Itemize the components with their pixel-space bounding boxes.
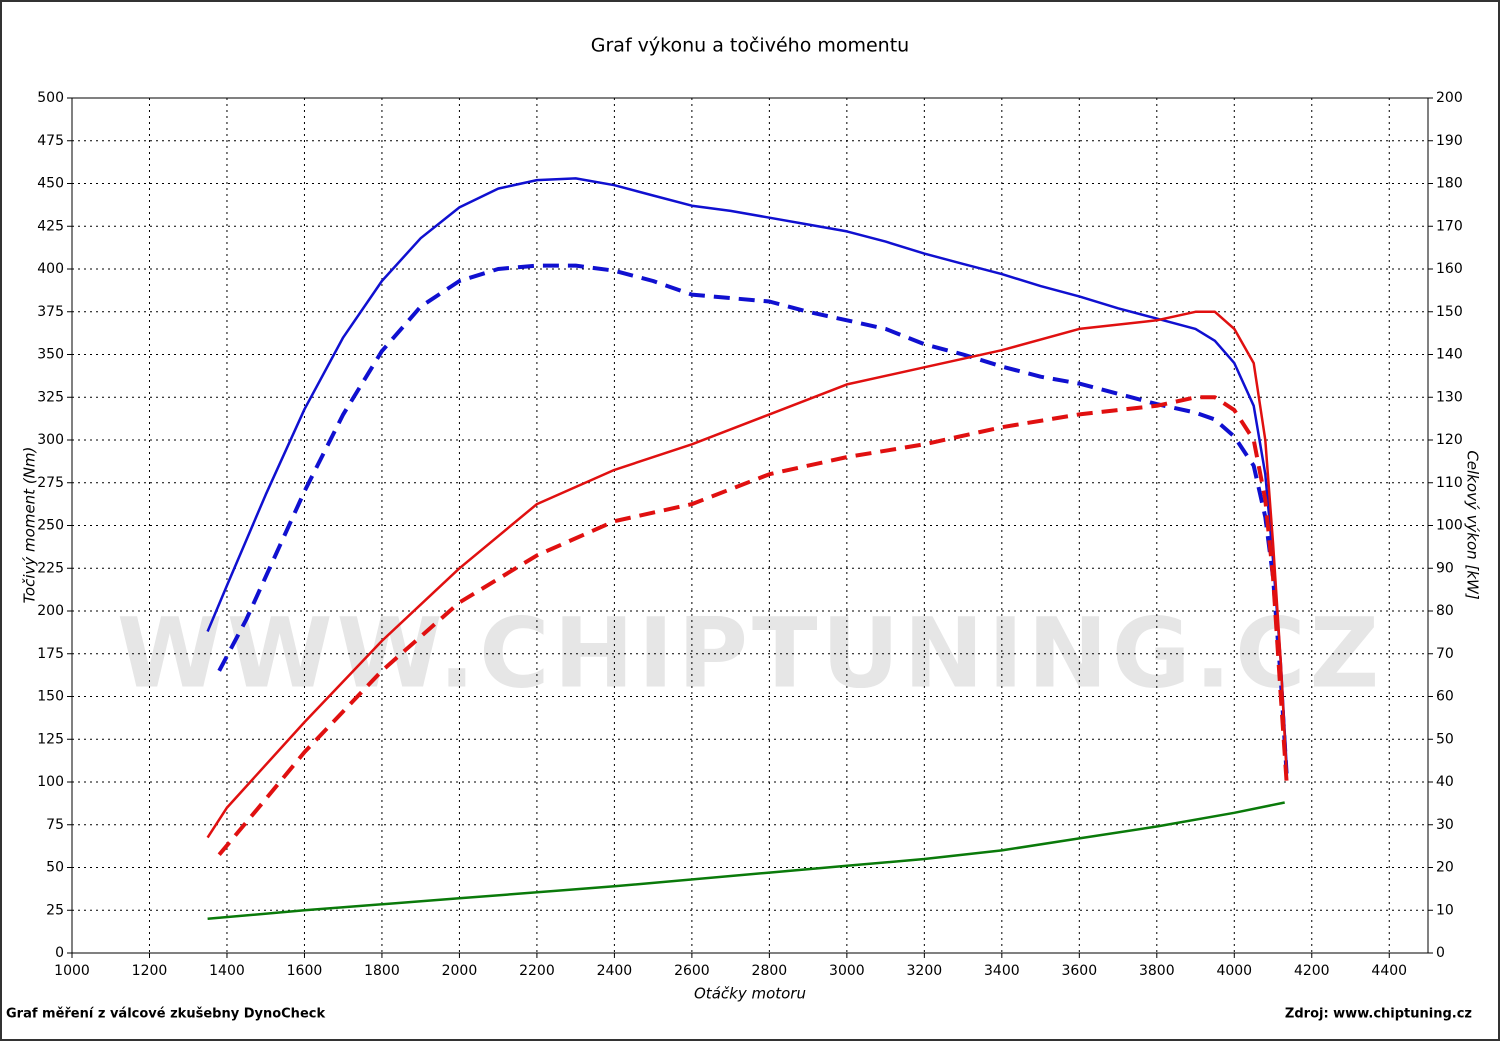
y-tick-label: 100 bbox=[37, 774, 64, 790]
y-tick-label: 0 bbox=[55, 945, 64, 961]
y2-tick-label: 50 bbox=[1436, 731, 1454, 747]
y-axis-label: Točivý moment (Nm) bbox=[21, 447, 39, 604]
y2-tick-label: 190 bbox=[1436, 133, 1463, 149]
y2-tick-label: 20 bbox=[1436, 860, 1454, 876]
x-tick-label: 4400 bbox=[1371, 963, 1407, 979]
data-line bbox=[217, 395, 1289, 856]
y2-tick-label: 100 bbox=[1436, 518, 1463, 534]
x-tick-label: 3000 bbox=[829, 963, 865, 979]
footer-left: Graf měření z válcové zkušebny DynoCheck bbox=[6, 1007, 325, 1022]
x-tick-label: 2000 bbox=[442, 963, 478, 979]
y-tick-label: 50 bbox=[46, 860, 64, 876]
y-tick-label: 450 bbox=[37, 176, 64, 192]
x-tick-label: 1400 bbox=[209, 963, 245, 979]
y2-tick-label: 140 bbox=[1436, 347, 1463, 363]
y2-axis-label: Celkový výkon [kW] bbox=[1464, 450, 1482, 600]
y2-tick-label: 160 bbox=[1436, 261, 1463, 277]
x-tick-label: 4200 bbox=[1294, 963, 1330, 979]
x-tick-label: 2600 bbox=[674, 963, 710, 979]
data-line bbox=[207, 801, 1285, 921]
y2-tick-label: 90 bbox=[1436, 560, 1454, 576]
x-tick-label: 3400 bbox=[984, 963, 1020, 979]
x-tick-label: 4000 bbox=[1216, 963, 1252, 979]
y-tick-label: 350 bbox=[37, 347, 64, 363]
x-axis-label: Otáčky motoru bbox=[694, 985, 806, 1003]
x-tick-label: 1800 bbox=[364, 963, 400, 979]
x-tick-label: 2400 bbox=[597, 963, 633, 979]
y2-tick-label: 0 bbox=[1436, 945, 1445, 961]
x-tick-label: 3600 bbox=[1061, 963, 1097, 979]
x-tick-label: 2200 bbox=[519, 963, 555, 979]
x-tick-label: 3800 bbox=[1139, 963, 1175, 979]
y-tick-label: 200 bbox=[37, 603, 64, 619]
y-tick-label: 275 bbox=[37, 475, 64, 491]
y2-tick-label: 150 bbox=[1436, 304, 1463, 320]
y2-tick-label: 70 bbox=[1436, 646, 1454, 662]
y-tick-label: 225 bbox=[37, 560, 64, 576]
y-tick-label: 250 bbox=[37, 518, 64, 534]
y2-tick-label: 110 bbox=[1436, 475, 1463, 491]
y2-tick-label: 30 bbox=[1436, 817, 1454, 833]
y2-tick-label: 130 bbox=[1436, 389, 1463, 405]
y-tick-label: 75 bbox=[46, 817, 64, 833]
y-tick-label: 25 bbox=[46, 902, 64, 918]
x-tick-label: 1000 bbox=[54, 963, 90, 979]
y2-tick-label: 200 bbox=[1436, 90, 1463, 106]
data-line bbox=[217, 263, 1289, 774]
y2-tick-label: 120 bbox=[1436, 432, 1463, 448]
y-tick-label: 425 bbox=[37, 218, 64, 234]
x-tick-label: 1200 bbox=[132, 963, 168, 979]
y-tick-label: 400 bbox=[37, 261, 64, 277]
y-tick-label: 325 bbox=[37, 389, 64, 405]
watermark: WWW.CHIPTUNING.CZ bbox=[117, 597, 1383, 709]
y2-tick-label: 180 bbox=[1436, 176, 1463, 192]
y2-tick-label: 80 bbox=[1436, 603, 1454, 619]
x-tick-label: 3200 bbox=[907, 963, 943, 979]
y2-tick-label: 170 bbox=[1436, 218, 1463, 234]
y-tick-label: 500 bbox=[37, 90, 64, 106]
y2-tick-label: 10 bbox=[1436, 902, 1454, 918]
data-line bbox=[206, 177, 1288, 765]
y-tick-label: 375 bbox=[37, 304, 64, 320]
y2-tick-label: 60 bbox=[1436, 689, 1454, 705]
x-tick-label: 1600 bbox=[287, 963, 323, 979]
y-tick-label: 300 bbox=[37, 432, 64, 448]
x-tick-label: 2800 bbox=[752, 963, 788, 979]
y-tick-label: 150 bbox=[37, 689, 64, 705]
y-tick-label: 125 bbox=[37, 731, 64, 747]
y-tick-label: 175 bbox=[37, 646, 64, 662]
footer-right: Zdroj: www.chiptuning.cz bbox=[1285, 1007, 1472, 1022]
chart-title: Graf výkonu a točivého momentu bbox=[591, 35, 909, 57]
y-tick-label: 475 bbox=[37, 133, 64, 149]
data-line bbox=[206, 310, 1288, 839]
y2-tick-label: 40 bbox=[1436, 774, 1454, 790]
